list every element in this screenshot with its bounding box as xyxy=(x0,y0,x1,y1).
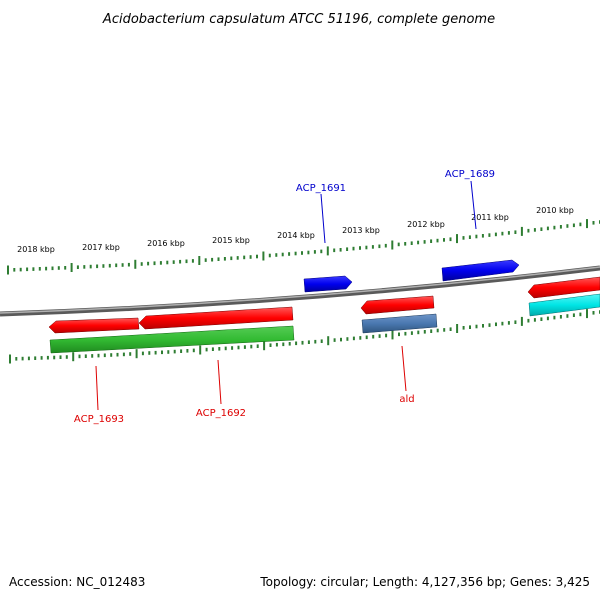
genome-summary-text: Topology: circular; Length: 4,127,356 bp… xyxy=(259,575,590,589)
gene-ACP_1691[interactable] xyxy=(303,275,353,293)
feature-green[interactable] xyxy=(49,325,295,354)
genome-backbone-highlight xyxy=(0,266,600,314)
tick-label-2014: 2014 kbp xyxy=(277,231,315,240)
tick-label-2012: 2012 kbp xyxy=(407,220,445,229)
gene-ACP_1692[interactable] xyxy=(138,306,294,330)
leader-ACP_1689 xyxy=(470,180,477,230)
leader-ACP_1691 xyxy=(320,193,326,244)
label-ACP_1693[interactable]: ACP_1693 xyxy=(74,414,124,425)
outer-ruler xyxy=(7,219,600,275)
gene-labels: ACP_1691 ACP_1689 ACP_1693 ACP_1692 ald xyxy=(74,169,495,425)
label-ACP_1689[interactable]: ACP_1689 xyxy=(445,169,495,180)
feature-cyan[interactable] xyxy=(528,293,600,317)
genome-backbone xyxy=(0,265,600,317)
leader-ACP_1693 xyxy=(95,365,99,411)
map-title: Acidobacterium capsulatum ATCC 51196, co… xyxy=(102,12,495,27)
gene-ACP_1693[interactable] xyxy=(48,317,140,334)
inner-ruler xyxy=(9,309,600,364)
tick-label-2013: 2013 kbp xyxy=(342,226,380,235)
gene-ACP_1689[interactable] xyxy=(441,259,520,282)
gene-ald[interactable] xyxy=(360,295,435,315)
tick-label-2010: 2010 kbp xyxy=(536,206,574,215)
tick-label-2015: 2015 kbp xyxy=(212,236,250,245)
label-ACP_1692[interactable]: ACP_1692 xyxy=(196,408,246,419)
label-ald[interactable]: ald xyxy=(399,394,414,405)
label-ACP_1691[interactable]: ACP_1691 xyxy=(296,183,346,194)
leader-ACP_1692 xyxy=(217,359,222,405)
tick-label-2011: 2011 kbp xyxy=(471,213,509,222)
tick-label-2018: 2018 kbp xyxy=(17,245,55,254)
tick-label-2017: 2017 kbp xyxy=(82,243,120,252)
feature-steelblue[interactable] xyxy=(361,313,438,334)
tick-label-2016: 2016 kbp xyxy=(147,239,185,248)
accession-text: Accession: NC_012483 xyxy=(9,575,145,589)
gene-right-red[interactable] xyxy=(527,276,600,299)
leader-ald xyxy=(401,345,407,392)
ruler-tick-labels: 2018 kbp 2017 kbp 2016 kbp 2015 kbp 2014… xyxy=(17,206,574,254)
